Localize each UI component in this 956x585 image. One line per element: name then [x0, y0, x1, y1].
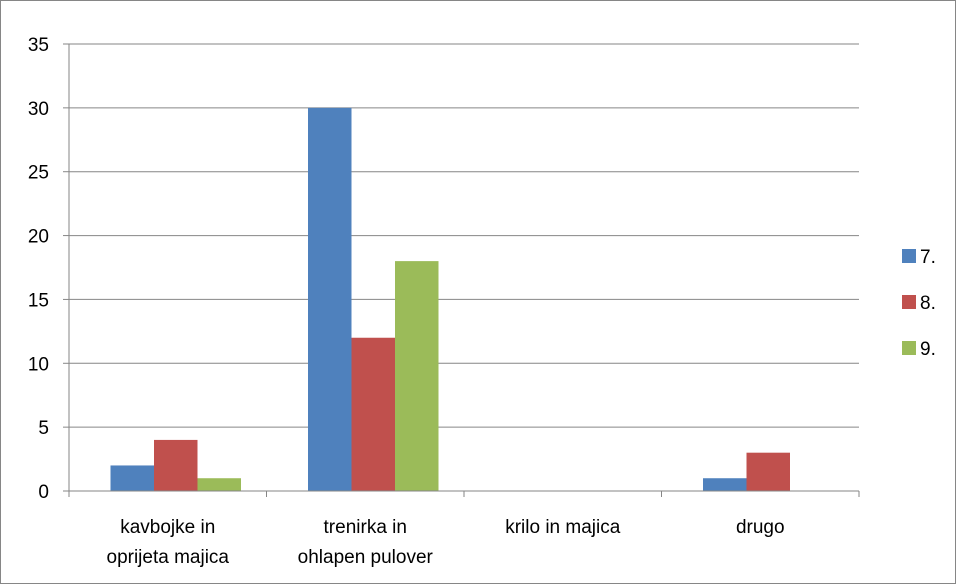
y-tick-label-10: 10 — [28, 354, 49, 375]
x-category-label-1: trenirka in ohlapen pulover — [298, 517, 434, 568]
bar-7-1 — [308, 107, 352, 491]
bar-7-3 — [703, 478, 747, 491]
legend-swatch-2 — [902, 341, 916, 355]
bar-9-1 — [395, 261, 439, 491]
y-tick-label-30: 30 — [28, 99, 49, 120]
x-category-label-3: drugo — [736, 517, 785, 538]
y-tick-label-0: 0 — [38, 482, 49, 503]
y-tick-label-5: 5 — [38, 418, 49, 439]
y-tick-label-20: 20 — [28, 227, 49, 248]
legend: 7. 8. 9. — [902, 247, 936, 360]
gridlines — [69, 43, 859, 428]
x-category-label-2: krilo in majica — [505, 517, 621, 538]
bar-7-0 — [110, 465, 154, 491]
y-tick-label-25: 25 — [28, 163, 49, 184]
legend-label-0: 7. — [920, 247, 936, 268]
y-tick-label-15: 15 — [28, 290, 49, 311]
y-tick-label-35: 35 — [28, 35, 49, 56]
bar-8-0 — [154, 439, 198, 491]
bars — [110, 107, 790, 491]
legend-swatch-0 — [902, 249, 916, 263]
legend-label-1: 8. — [920, 293, 936, 314]
axes — [63, 43, 860, 497]
legend-swatch-1 — [902, 295, 916, 309]
legend-label-2: 9. — [920, 339, 936, 360]
x-category-label-0: kavbojke in oprijeta majica — [107, 517, 230, 568]
bar-8-3 — [746, 452, 790, 491]
bar-8-1 — [351, 337, 395, 491]
y-tick-labels: 0 5 10 15 20 25 30 35 — [28, 35, 49, 503]
x-category-labels: kavbojke in oprijeta majica trenirka in ohl… — [107, 517, 785, 568]
bar-9-0 — [197, 478, 241, 491]
